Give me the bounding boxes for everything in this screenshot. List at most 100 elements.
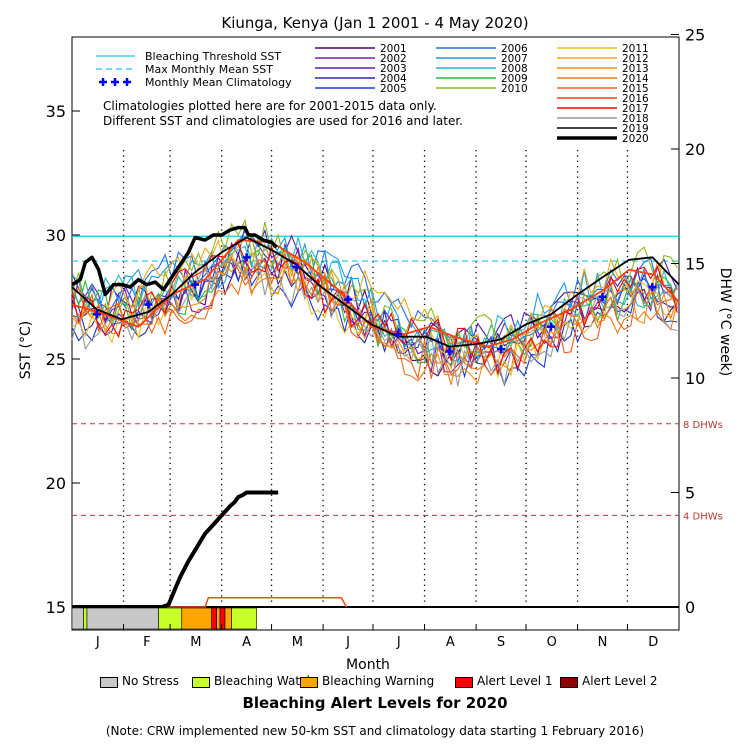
legend-year-label: 2014 xyxy=(622,73,649,85)
legend-ref-label: Monthly Mean Climatology xyxy=(145,76,292,89)
alert-segment xyxy=(83,607,88,630)
legend-year-label: 2001 xyxy=(380,43,407,55)
alert-legend-label: No Stress xyxy=(122,674,180,688)
month-tick-label: M xyxy=(292,635,303,650)
legend-ref-swatch xyxy=(111,78,119,86)
climatology-marker xyxy=(191,280,200,289)
month-tick-label: M xyxy=(190,635,201,650)
sst-line-2016 xyxy=(71,239,680,348)
y-tick-label-left: 20 xyxy=(46,474,66,493)
legend-year-label: 2009 xyxy=(501,73,528,85)
legend-year-label: 2005 xyxy=(380,83,407,95)
legend-year-label: 2011 xyxy=(622,43,649,55)
y-tick-label-left: 35 xyxy=(46,102,66,121)
legend-ref-label: Bleaching Threshold SST xyxy=(145,50,281,63)
alert-legend-swatch xyxy=(192,677,210,688)
climatology-marker xyxy=(497,345,506,354)
alert-segment xyxy=(216,607,221,630)
alert-segment xyxy=(71,607,84,630)
legend-year-label: 2012 xyxy=(622,53,649,65)
legend-year-label: 2010 xyxy=(501,83,528,95)
sst-line-2014 xyxy=(71,254,678,385)
alert-legend-label: Bleaching Warning xyxy=(322,674,435,688)
legend-year-label: 2002 xyxy=(380,53,407,65)
legend-year-label: 2013 xyxy=(622,63,649,75)
alert-title: Bleaching Alert Levels for 2020 xyxy=(242,694,507,712)
legend-year-label: 2019 xyxy=(622,123,649,135)
climatology-marker xyxy=(344,295,353,304)
climatology-marker xyxy=(144,300,153,309)
month-tick-label: D xyxy=(648,635,658,650)
alert-legend-swatch xyxy=(560,677,578,688)
legend-year-label: 2004 xyxy=(380,73,407,85)
alert-segment xyxy=(231,607,257,630)
y-tick-label-right: 5 xyxy=(685,484,695,503)
legend-year-label: 2007 xyxy=(501,53,528,65)
climatology-marker xyxy=(92,310,101,319)
climatology-marker xyxy=(393,330,402,339)
y-tick-label-right: 15 xyxy=(685,255,705,274)
legend-year-label: 2016 xyxy=(622,93,649,105)
legend-ref-swatch xyxy=(123,78,131,86)
legend-year-label: 2003 xyxy=(380,63,407,75)
x-axis-label: Month xyxy=(346,657,390,673)
legend-note: Climatologies plotted here are for 2001-… xyxy=(103,99,437,113)
month-tick-label: J xyxy=(396,635,401,650)
y-tick-label-left: 30 xyxy=(46,226,66,245)
climatology-marker xyxy=(242,253,251,262)
climatology-marker xyxy=(598,293,607,301)
climatology-marker xyxy=(292,263,301,272)
alert-legend-swatch xyxy=(100,677,118,688)
legend-note: Different SST and climatologies are used… xyxy=(103,114,463,128)
alert-segment xyxy=(211,607,217,630)
alert-legend-label: Alert Level 2 xyxy=(582,674,658,688)
y-tick-label-left: 25 xyxy=(46,350,66,369)
climatology-marker xyxy=(445,347,454,356)
alert-segment xyxy=(219,607,226,630)
month-tick-label: A xyxy=(242,635,251,650)
alert-segment xyxy=(86,607,159,630)
sst-line-2020 xyxy=(71,225,278,297)
y-axis-left-label: SST (°C) xyxy=(18,321,34,379)
y-tick-label-right: 20 xyxy=(685,140,705,159)
legend-year-label: 2017 xyxy=(622,103,649,115)
legend-ref-label: Max Monthly Mean SST xyxy=(145,63,273,76)
legend-ref-swatch xyxy=(99,78,107,86)
y-tick-label-left: 15 xyxy=(46,598,66,617)
y-tick-label-right: 25 xyxy=(685,26,705,45)
alert-legend-label: Alert Level 1 xyxy=(477,674,553,688)
alert-segment xyxy=(181,607,212,630)
y-tick-label-right: 0 xyxy=(685,598,695,617)
sst-line-2011 xyxy=(71,250,678,379)
plot-frame xyxy=(71,36,680,631)
y-axis-right-label: DHW (°C week) xyxy=(717,268,733,377)
dhw-line-2020 xyxy=(72,490,279,609)
alert-legend-label: Bleaching Watch xyxy=(214,674,315,688)
y-tick-label-right: 10 xyxy=(685,369,705,388)
alert-legend-swatch xyxy=(455,677,473,688)
month-tick-label: J xyxy=(95,635,100,650)
alert-legend-swatch xyxy=(300,677,318,688)
legend-year-label: 2018 xyxy=(622,113,649,125)
alert-segment xyxy=(224,607,232,630)
chart-title: Kiunga, Kenya (Jan 1 2001 - 4 May 2020) xyxy=(221,14,528,32)
month-tick-label: A xyxy=(446,635,455,650)
sst-line-2015 xyxy=(71,252,678,380)
month-tick-label: J xyxy=(345,635,350,650)
legend-year-label: 2008 xyxy=(501,63,528,75)
climatology-marker xyxy=(648,283,657,292)
dhw-threshold-label: 8 DHWs xyxy=(683,420,723,431)
legend-year-label: 2006 xyxy=(501,43,528,55)
sst-line-2019 xyxy=(71,236,680,348)
month-tick-label: F xyxy=(143,635,150,650)
dhw-threshold-label: 4 DHWs xyxy=(683,511,723,522)
sst-line-2018 xyxy=(71,258,678,387)
legend-year-label: 2020 xyxy=(622,133,649,145)
month-tick-label: O xyxy=(547,635,557,650)
footnote: (Note: CRW implemented new 50-km SST and… xyxy=(106,724,644,738)
month-tick-label: N xyxy=(598,635,608,650)
climatology-marker xyxy=(546,322,555,331)
legend-year-label: 2015 xyxy=(622,83,649,95)
month-tick-label: S xyxy=(497,635,505,650)
